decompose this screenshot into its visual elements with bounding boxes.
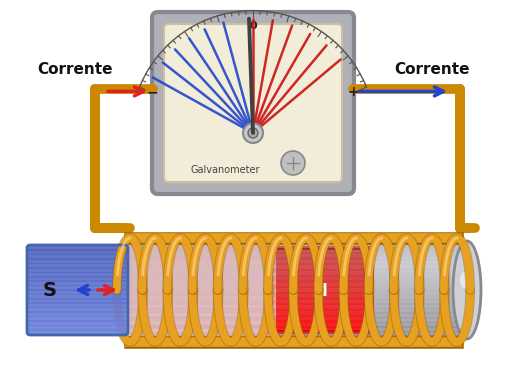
- Circle shape: [242, 123, 263, 143]
- Text: N: N: [312, 282, 327, 300]
- Text: Corrente: Corrente: [37, 62, 113, 77]
- FancyBboxPatch shape: [164, 24, 341, 182]
- FancyBboxPatch shape: [131, 244, 468, 336]
- Text: Galvanometer: Galvanometer: [190, 165, 259, 175]
- Text: Corrente: Corrente: [393, 62, 469, 77]
- Text: 0: 0: [248, 21, 257, 30]
- Ellipse shape: [452, 241, 480, 339]
- Ellipse shape: [459, 271, 473, 289]
- Text: S: S: [43, 280, 57, 299]
- Circle shape: [280, 151, 305, 175]
- FancyBboxPatch shape: [152, 12, 354, 194]
- Text: −: −: [146, 86, 158, 99]
- Circle shape: [247, 128, 258, 138]
- Text: +: +: [347, 86, 359, 99]
